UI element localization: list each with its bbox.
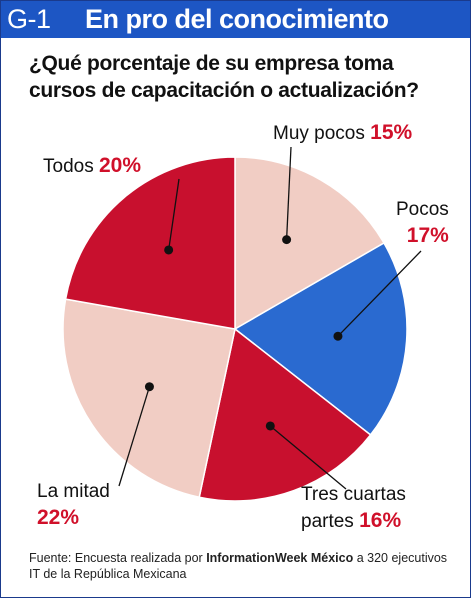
leader-dot xyxy=(265,421,275,431)
label-la-mitad: La mitad 22% xyxy=(37,479,110,531)
leader-dot xyxy=(282,235,292,245)
pie-slice-muy-pocos xyxy=(234,156,385,331)
slice-label-todos: Todos xyxy=(43,156,94,177)
slice-label-partes: partes 16% xyxy=(301,509,402,532)
slice-value-todos: 20% xyxy=(98,154,142,177)
leader-line xyxy=(168,178,180,251)
figure-number: G-1 xyxy=(7,4,51,34)
slice-value-tres-cuartas-partes: 16% xyxy=(359,509,402,532)
source-suffix: a 320 ejecutivos IT de la República Mexi… xyxy=(29,551,448,581)
figure-header: G-1 En pro del conocimiento xyxy=(1,1,470,38)
leader-line xyxy=(118,386,151,487)
label-todos: Todos 20% xyxy=(43,153,141,180)
leader-line xyxy=(269,425,347,490)
leader-lines xyxy=(118,146,422,490)
label-pocos: Pocos 17% xyxy=(396,197,449,249)
label-muy-pocos: Muy pocos 15% xyxy=(273,120,412,147)
slice-value-pocos: 17% xyxy=(406,224,449,247)
pie-slice-la-mitad xyxy=(62,298,236,499)
pie-slice-pocos xyxy=(233,241,408,436)
pie-slice-tres-cuartas-partes xyxy=(198,327,372,502)
figure-title: En pro del conocimiento xyxy=(85,4,389,34)
leader-dot xyxy=(333,331,343,341)
slice-label-pocos: Pocos xyxy=(396,199,449,220)
slice-label-muy-pocos: Muy pocos xyxy=(273,123,365,144)
source-publisher: InformationWeek México xyxy=(206,551,354,565)
label-tres-cuartas-partes: Tres cuartas partes 16% xyxy=(301,482,406,535)
leader-line xyxy=(285,146,292,240)
survey-question: ¿Qué porcentaje de su empresa toma curso… xyxy=(29,52,419,102)
leader-line xyxy=(337,250,422,337)
pie-slices xyxy=(62,156,408,502)
slice-value-muy-pocos: 15% xyxy=(370,121,413,144)
pie-slice-todos xyxy=(64,156,236,330)
slice-label-la-mitad: La mitad xyxy=(37,481,110,502)
source-prefix: Fuente: Encuesta realizada por xyxy=(29,551,203,565)
leader-dot xyxy=(164,245,174,255)
slice-label-tres-cuartas: Tres cuartas xyxy=(301,484,406,505)
source-note: Fuente: Encuesta realizada por Informati… xyxy=(29,550,459,582)
slice-value-la-mitad: 22% xyxy=(37,506,80,529)
leader-dot xyxy=(144,382,154,392)
